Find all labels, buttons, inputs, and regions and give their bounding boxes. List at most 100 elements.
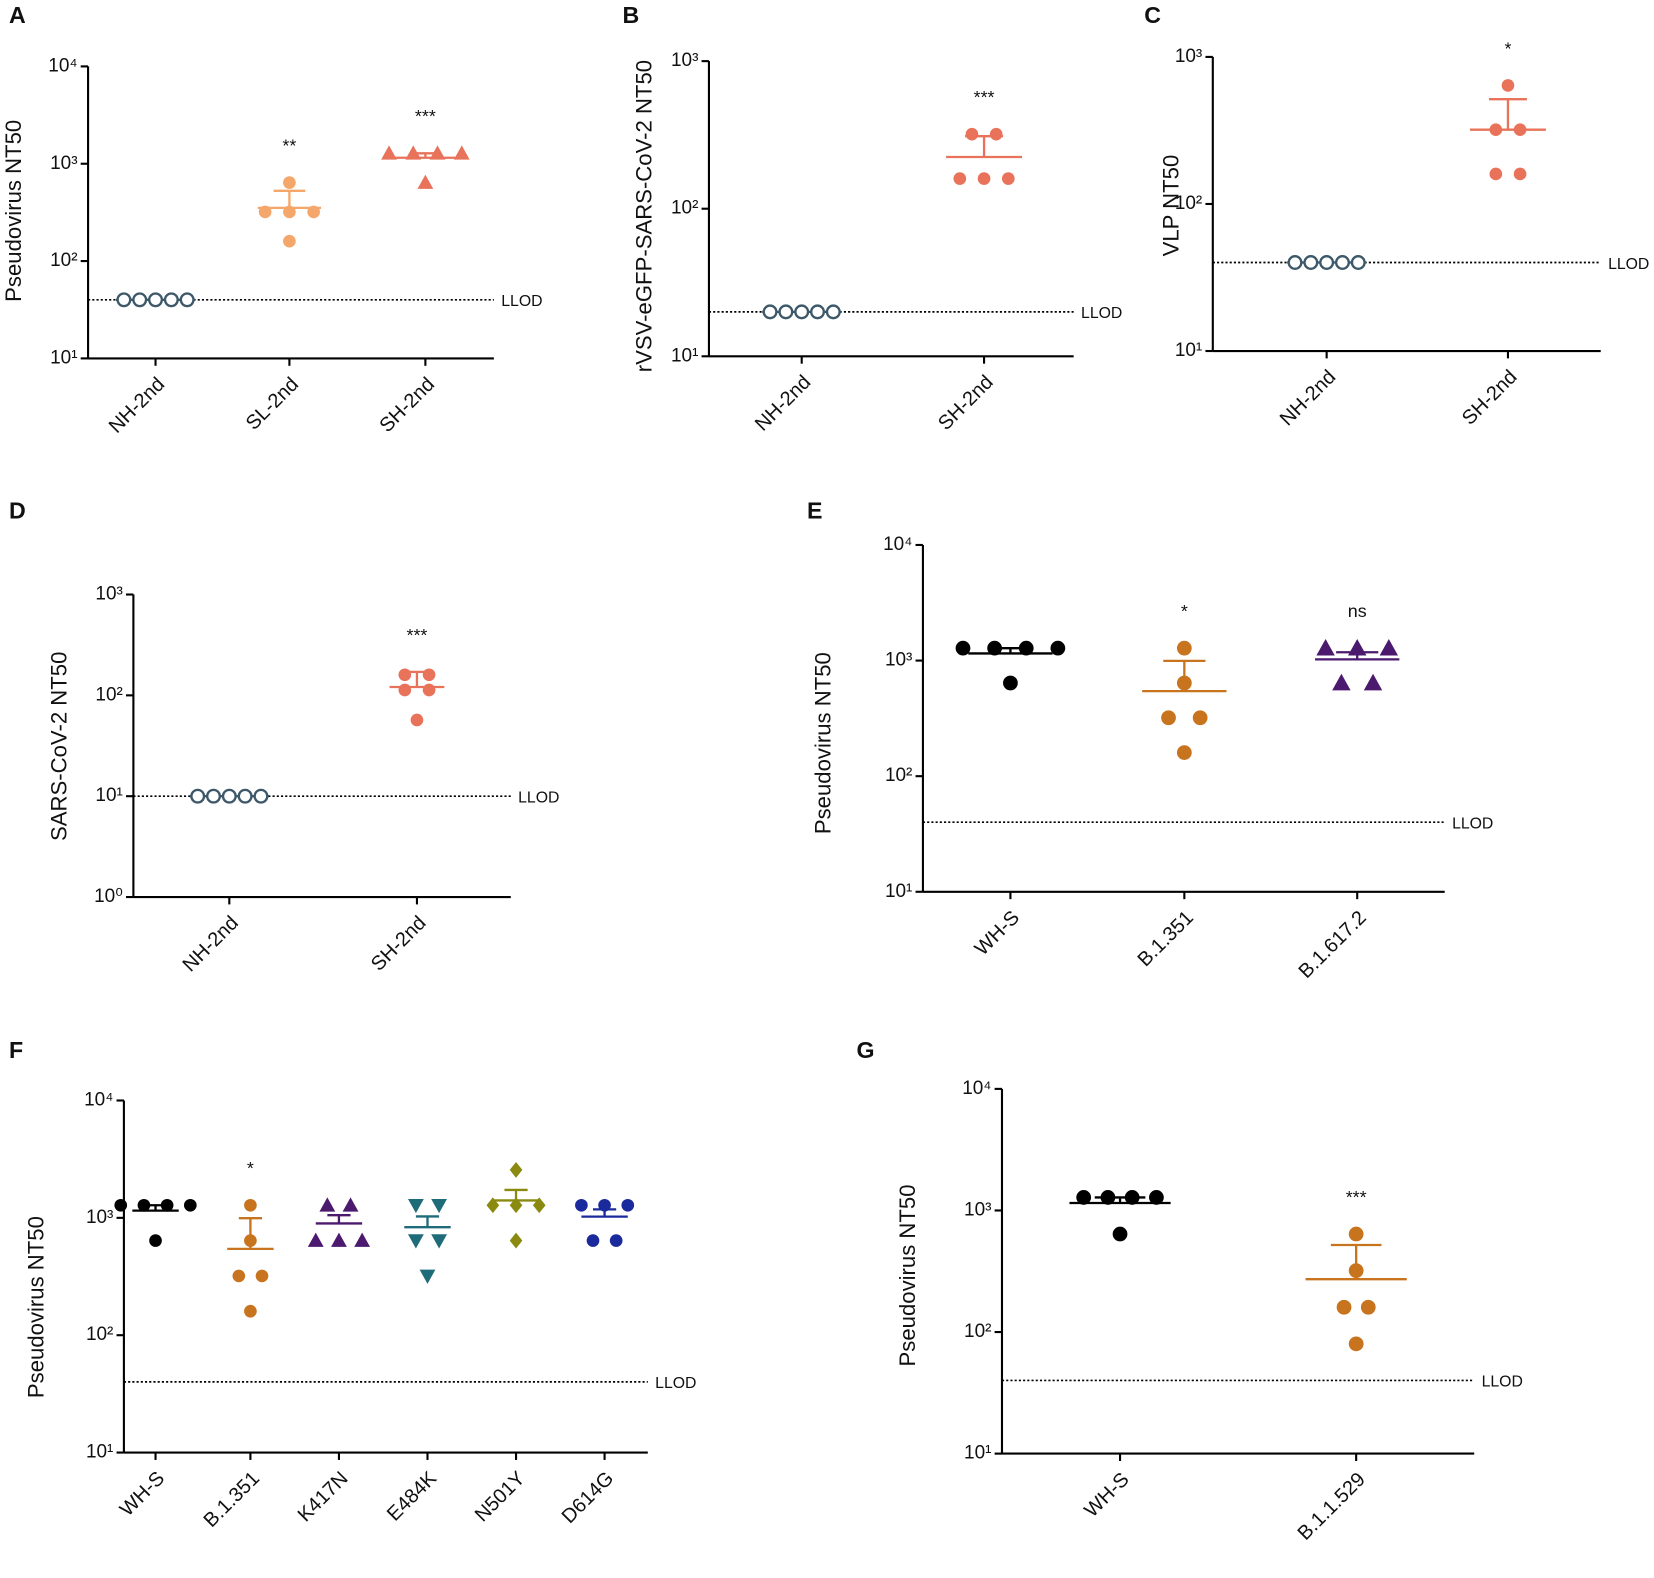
data-point: [1100, 1190, 1116, 1205]
data-point: [794, 304, 810, 320]
data-point: [810, 304, 825, 320]
data-point: [1176, 745, 1192, 760]
data-point: [307, 205, 320, 219]
data-point: [319, 1197, 336, 1212]
significance: ***: [974, 87, 995, 107]
data-point: [116, 292, 132, 308]
panel: A Pseudovirus NT50 10¹ 10² 10³ 10⁴ LLOD NH-2nd S…: [1, 2, 542, 438]
data-point: [532, 1197, 546, 1214]
y-tick-label: 10⁴: [84, 1090, 113, 1111]
data-point: [1348, 1226, 1364, 1242]
data-point: [190, 788, 206, 804]
significance: ***: [415, 106, 436, 126]
y-tick-label: 10³: [964, 1199, 991, 1220]
llod-label: LLOD: [1608, 256, 1649, 273]
panel-letter: E: [807, 497, 822, 523]
x-tick-label: SL-2nd: [242, 373, 303, 434]
y-tick-label: 10¹: [50, 347, 77, 368]
data-point: [1303, 255, 1319, 270]
x-tick-label: WH-S: [1080, 1469, 1133, 1522]
data-point: [160, 1198, 174, 1212]
panel-letter: D: [9, 497, 26, 523]
data-point: [1348, 1336, 1364, 1352]
llod-label: LLOD: [655, 1375, 696, 1392]
x-tick-label: K417N: [294, 1467, 353, 1526]
y-tick-label: 10⁰: [94, 886, 123, 907]
data-point: [132, 292, 148, 308]
x-tick-label: B.1.617.2: [1295, 907, 1371, 983]
data-point: [221, 788, 237, 804]
data-point: [179, 292, 195, 308]
data-point: [1076, 1190, 1092, 1205]
data-point: [955, 640, 971, 656]
data-point: [989, 127, 1003, 141]
data-point: [331, 1232, 347, 1247]
data-point: [354, 1232, 371, 1247]
panel: E Pseudovirus NT50 10¹ 10² 10³ 10⁴ LLOD WH-S B.1…: [807, 497, 1493, 982]
data-point: [232, 1269, 246, 1283]
data-point: [1316, 638, 1335, 656]
data-point: [431, 1234, 447, 1249]
data-point: [1112, 1226, 1128, 1242]
data-point: [965, 127, 979, 141]
significance: ***: [406, 625, 427, 645]
x-tick-label: WH-S: [116, 1467, 169, 1520]
y-axis-label: SARS-CoV-2 NT50: [47, 652, 72, 841]
x-tick-label: NH-2nd: [1276, 366, 1340, 430]
y-tick-label: 10¹: [885, 881, 912, 902]
y-tick-label: 10¹: [86, 1442, 113, 1463]
llod-label: LLOD: [518, 789, 559, 806]
y-axis-label: Pseudovirus NT50: [811, 652, 836, 834]
data-point: [509, 1232, 523, 1249]
data-point: [419, 1269, 436, 1284]
significance: *: [247, 1158, 254, 1178]
y-tick-label: 10³: [885, 650, 912, 671]
data-point: [255, 1269, 269, 1283]
x-tick-label: N501Y: [471, 1467, 530, 1526]
x-tick-label: SH-2nd: [1458, 366, 1522, 430]
data-point: [244, 1234, 257, 1247]
data-point: [1332, 673, 1351, 691]
data-point: [1489, 123, 1503, 137]
y-tick-label: 10¹: [1175, 340, 1202, 361]
data-point: [137, 1198, 151, 1212]
y-tick-label: 10⁴: [48, 55, 77, 76]
data-point: [417, 174, 434, 189]
x-tick-label: SH-2nd: [375, 373, 439, 437]
x-tick-label: B.1.351: [200, 1467, 264, 1531]
y-tick-label: 10²: [885, 765, 912, 786]
x-tick-label: NH-2nd: [179, 912, 243, 976]
data-point: [1192, 710, 1208, 726]
llod-label: LLOD: [1452, 815, 1493, 832]
y-tick-label: 10²: [86, 1324, 113, 1345]
data-point: [398, 683, 412, 697]
data-point: [1334, 255, 1350, 270]
y-tick-label: 10⁴: [962, 1078, 991, 1099]
data-point: [381, 145, 397, 160]
data-point: [1489, 167, 1503, 181]
x-tick-label: WH-S: [971, 907, 1024, 960]
panel: G Pseudovirus NT50 10¹ 10² 10³ 10⁴ LLOD WH-S B.1…: [857, 1037, 1523, 1545]
data-point: [575, 1198, 588, 1212]
y-tick-label: 10³: [1175, 46, 1202, 67]
x-tick-label: SH-2nd: [934, 371, 998, 435]
panel-letter: B: [623, 2, 640, 28]
data-point: [1360, 1299, 1376, 1315]
y-tick-label: 10³: [95, 584, 122, 605]
data-point: [977, 172, 991, 185]
data-point: [953, 172, 967, 185]
panel: D SARS-CoV-2 NT50 10⁰ 10¹ 10² 10³ LLOD NH-2nd SH…: [9, 497, 559, 976]
data-point: [410, 713, 424, 727]
data-point: [621, 1198, 635, 1212]
data-point: [398, 668, 412, 682]
data-point: [431, 1198, 447, 1214]
data-point: [1363, 673, 1383, 691]
y-tick-label: 10²: [95, 684, 122, 705]
x-tick-label: E484K: [383, 1467, 442, 1526]
data-point: [163, 292, 179, 308]
data-point: [237, 788, 253, 804]
data-point: [283, 176, 296, 189]
data-point: [825, 304, 841, 320]
